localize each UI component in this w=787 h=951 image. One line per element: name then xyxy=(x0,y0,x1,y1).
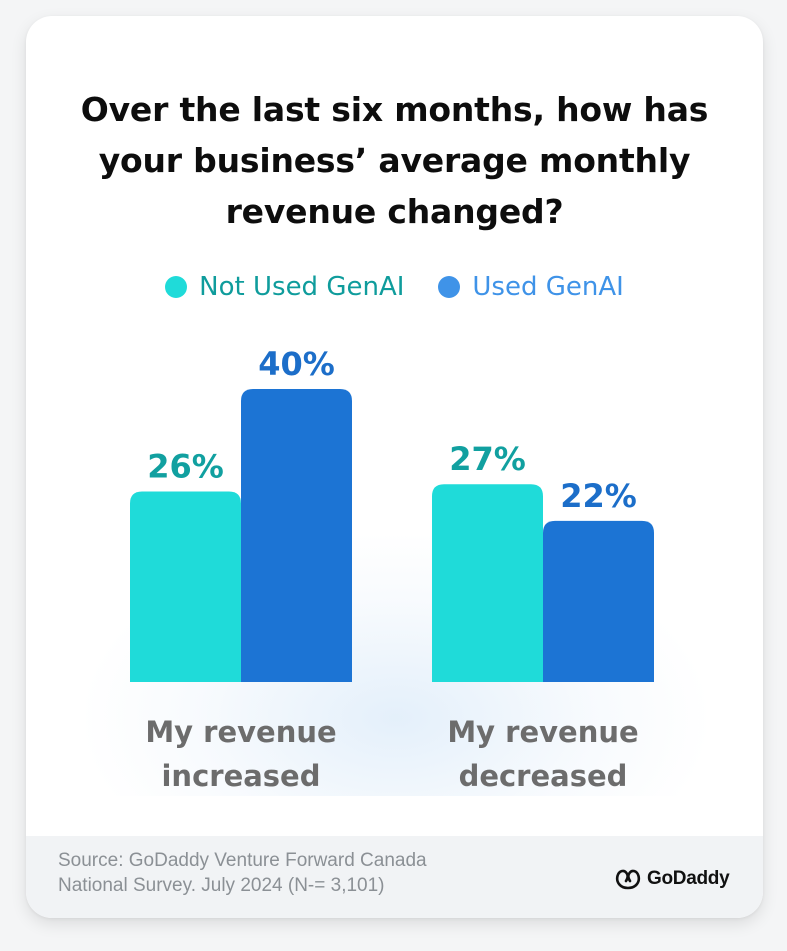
data-label: 22% xyxy=(560,477,637,515)
source-note: Source: GoDaddy Venture Forward Canada N… xyxy=(58,848,528,898)
data-label: 27% xyxy=(449,440,526,478)
bar-chart: 26% 40% My revenue increased 27% 22% My revenu… xyxy=(130,345,654,793)
godaddy-mark-icon xyxy=(615,869,641,890)
data-label: 40% xyxy=(258,345,335,383)
bar-not-used-genai-decreased xyxy=(432,484,543,682)
bar-used-genai-decreased xyxy=(543,520,654,682)
data-label: 26% xyxy=(147,448,224,486)
source-line: Source: GoDaddy Venture Forward Canada xyxy=(58,850,427,871)
chart-legend: Not Used GenAI Used GenAI xyxy=(26,269,763,305)
legend-item-not-used-genai: Not Used GenAI xyxy=(165,272,404,302)
legend-item-used-genai: Used GenAI xyxy=(438,272,624,302)
bar-not-used-genai-increased xyxy=(130,491,241,682)
legend-dot xyxy=(438,276,461,298)
legend-label: Not Used GenAI xyxy=(199,272,405,302)
category-label: increased xyxy=(161,759,320,793)
title-line: Over the last six months, how has xyxy=(80,90,709,129)
chart-card: Over the last six months, how has your b… xyxy=(26,16,763,918)
category-label: My revenue xyxy=(447,715,638,749)
footer: Source: GoDaddy Venture Forward Canada N… xyxy=(26,836,763,918)
source-line: National Survey. July 2024 (N-= 3,101) xyxy=(58,875,385,896)
chart-title: Over the last six months, how has your b… xyxy=(26,84,763,237)
category-label: My revenue xyxy=(145,715,336,749)
legend-dot xyxy=(165,276,188,298)
godaddy-logo: GoDaddy xyxy=(614,864,730,894)
bar-used-genai-increased xyxy=(241,389,352,682)
legend-label: Used GenAI xyxy=(472,272,624,302)
title-line: revenue changed? xyxy=(225,192,564,231)
title-line: your business’ average monthly xyxy=(98,141,691,180)
category-label: decreased xyxy=(459,759,628,793)
logo-wordmark: GoDaddy xyxy=(647,868,730,889)
